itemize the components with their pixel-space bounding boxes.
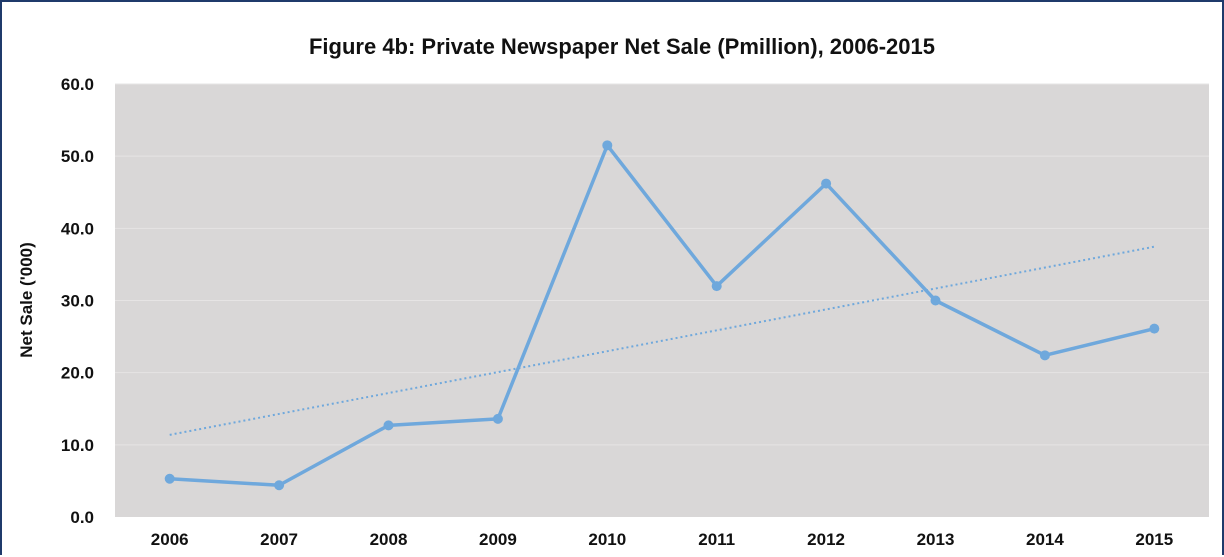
gridlines <box>115 83 1209 446</box>
x-tick-label: 2010 <box>588 530 626 549</box>
data-point <box>711 281 722 292</box>
y-axis-label: Net Sale ('000) <box>17 242 36 358</box>
chart-title: Figure 4b: Private Newspaper Net Sale (P… <box>309 34 935 59</box>
x-tick-label: 2009 <box>479 530 517 549</box>
x-tick-label: 2008 <box>370 530 408 549</box>
x-tick-label: 2013 <box>917 530 955 549</box>
x-axis-ticks: 2006 2007 2008 2009 2010 2011 2012 2013 2014 2015 <box>151 530 1173 549</box>
data-point <box>930 295 941 306</box>
y-tick-label: 50.0 <box>61 147 94 166</box>
y-tick-label: 0.0 <box>70 508 94 527</box>
x-tick-label: 2007 <box>260 530 298 549</box>
y-tick-label: 20.0 <box>61 364 94 383</box>
data-point <box>821 178 832 189</box>
x-tick-label: 2015 <box>1135 530 1173 549</box>
data-point <box>383 420 394 431</box>
data-points <box>164 140 1160 491</box>
y-tick-label: 40.0 <box>61 219 94 238</box>
x-tick-label: 2011 <box>698 530 735 549</box>
y-tick-label: 60.0 <box>61 75 94 94</box>
y-axis-ticks: 0.0 10.0 20.0 30.0 40.0 50.0 60.0 <box>61 75 94 527</box>
x-tick-label: 2012 <box>807 530 845 549</box>
data-point <box>1149 323 1160 334</box>
y-tick-label: 10.0 <box>61 436 94 455</box>
data-point <box>602 140 613 151</box>
x-tick-label: 2006 <box>151 530 189 549</box>
data-point <box>164 473 175 484</box>
data-point <box>492 413 503 424</box>
y-tick-label: 30.0 <box>61 292 94 311</box>
data-point <box>274 480 285 491</box>
data-point <box>1039 350 1050 361</box>
trendline <box>169 245 1155 436</box>
x-tick-label: 2014 <box>1026 530 1064 549</box>
series-line <box>169 143 1155 487</box>
